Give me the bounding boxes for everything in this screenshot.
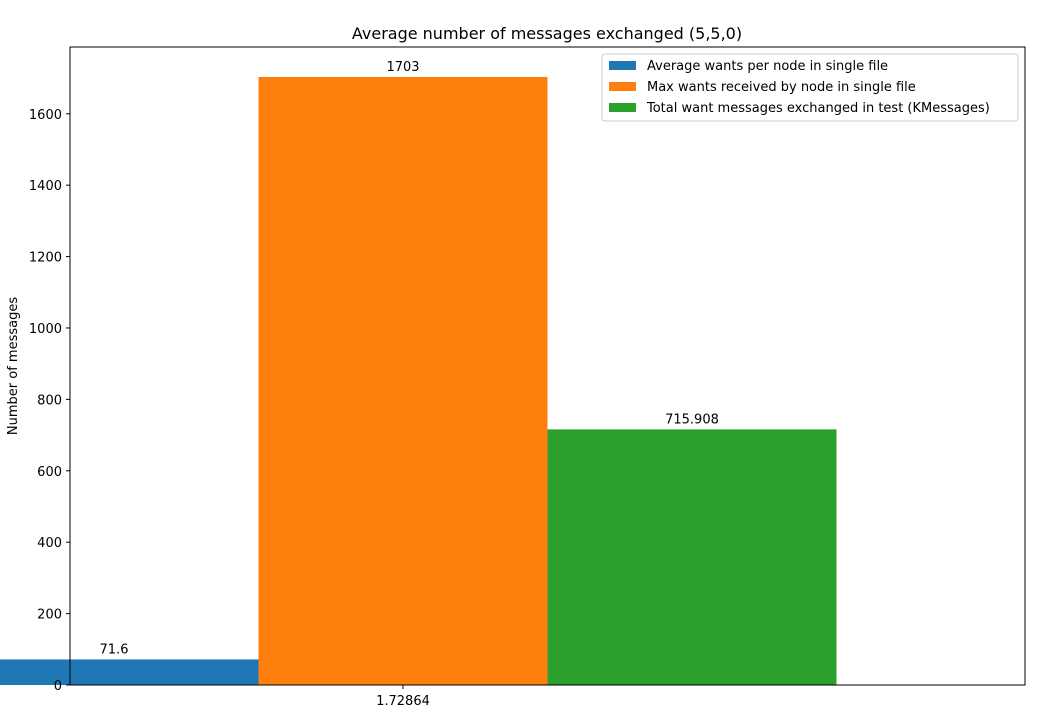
- legend-swatch-2: [609, 103, 636, 112]
- legend-entry-label: Max wants received by node in single fil…: [647, 80, 916, 95]
- bar-value-label: 1703: [386, 60, 419, 75]
- y-axis-label: Number of messages: [6, 297, 21, 435]
- chart-title: Average number of messages exchanged (5,…: [352, 24, 742, 43]
- y-tick-label: 600: [37, 465, 62, 480]
- plot-frame: [69, 46, 1026, 686]
- y-tick-label: 200: [37, 608, 62, 623]
- y-tick-label: 1400: [29, 179, 62, 194]
- bar-labels-layer: 71.6 1703 715.908: [100, 60, 719, 657]
- y-tick-label: 1200: [29, 251, 62, 266]
- y-tick-label: 0: [54, 679, 62, 694]
- bars-layer: [0, 76, 837, 685]
- bar-series-1: [258, 76, 548, 685]
- bar-series-2: [547, 429, 837, 685]
- bar-value-label: 715.908: [665, 412, 719, 427]
- legend-entry-label: Total want messages exchanged in test (K…: [646, 101, 990, 116]
- legend: Average wants per node in single file Max…: [601, 53, 1019, 122]
- x-tick-label: 1.72864: [376, 694, 430, 705]
- y-tick-label: 1600: [29, 108, 62, 123]
- legend-swatch-0: [609, 61, 636, 70]
- y-tick-label: 800: [37, 393, 62, 408]
- legend-box: [601, 53, 1019, 122]
- legend-entry-label: Average wants per node in single file: [647, 59, 888, 74]
- legend-swatch-1: [609, 82, 636, 91]
- y-axis: 0 200 400 600 800 1000 1200 1400 1600: [29, 108, 70, 694]
- y-tick-label: 400: [37, 536, 62, 551]
- x-axis: 1.72864: [376, 685, 430, 705]
- bar-value-label: 71.6: [100, 642, 129, 657]
- bar-series-0: [0, 659, 259, 685]
- y-tick-label: 1000: [29, 322, 62, 337]
